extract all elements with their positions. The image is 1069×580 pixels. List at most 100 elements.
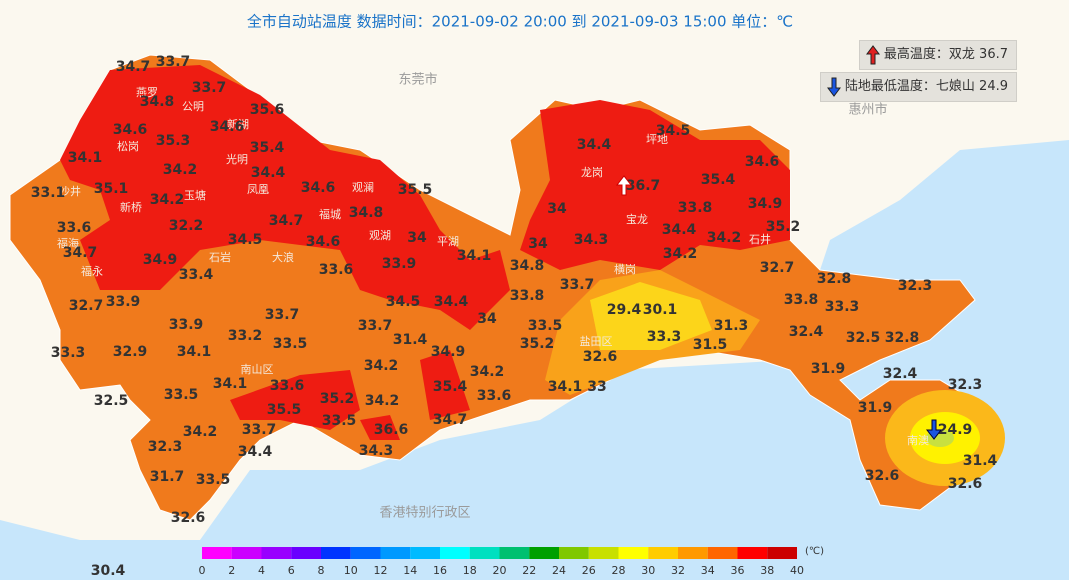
station-value: 34.9 <box>748 196 783 212</box>
station-value: 33.5 <box>164 387 199 403</box>
station-value: 33.6 <box>270 378 305 394</box>
station-value: 34.6 <box>306 234 341 250</box>
colorbar-cell <box>737 547 768 559</box>
place-name: 新湖 <box>227 117 249 131</box>
station-value: 33.3 <box>51 345 86 361</box>
colorbar-cell <box>678 547 708 559</box>
station-value: 33.8 <box>784 292 819 308</box>
station-value: 36.6 <box>374 422 409 438</box>
station-value: 35.4 <box>250 140 285 156</box>
station-value: 34.2 <box>364 358 399 374</box>
station-value: 35.2 <box>766 219 801 235</box>
colorbar-cell <box>499 547 530 559</box>
station-value: 35.4 <box>433 379 468 395</box>
max-marker <box>615 175 633 196</box>
station-value: 32.7 <box>760 260 795 276</box>
colorbar-tick: 2 <box>228 564 235 577</box>
colorbar-cell <box>767 547 797 559</box>
colorbar-cell <box>350 547 381 559</box>
station-value: 33.6 <box>57 220 92 236</box>
place-name: 新桥 <box>120 200 142 214</box>
station-value: 34.7 <box>116 59 151 75</box>
colorbar-cell <box>380 547 411 559</box>
colorbar-tick: 36 <box>731 564 745 577</box>
station-value: 34.7 <box>433 412 468 428</box>
station-value: 32.7 <box>69 298 104 314</box>
place-name: 石井 <box>749 232 771 246</box>
station-value: 33.7 <box>358 318 393 334</box>
station-value: 34 <box>407 230 427 246</box>
station-value: 33.7 <box>560 277 595 293</box>
station-value: 35.1 <box>94 181 129 197</box>
station-value: 34.6 <box>210 119 245 135</box>
colorbar-tick: 26 <box>582 564 596 577</box>
legend-label: 最高温度：双龙 36.7 <box>883 47 1008 62</box>
station-value: 34.2 <box>163 162 198 178</box>
station-value: 33.5 <box>273 336 308 352</box>
station-value: 34.6 <box>113 122 148 138</box>
colorbar-cell <box>559 547 589 559</box>
place-name: 福城 <box>319 207 341 221</box>
colorbar-tick: 18 <box>463 564 477 577</box>
station-value: 34.2 <box>663 246 698 262</box>
place-name: 沙井 <box>59 184 81 198</box>
station-value: 33.7 <box>192 80 227 96</box>
place-name: 石岩 <box>209 250 231 264</box>
legend-icon <box>826 77 841 97</box>
station-value: 33.3 <box>647 329 682 345</box>
station-value: 33.7 <box>242 422 277 438</box>
place-name: 南山区 <box>241 363 274 376</box>
city-name: 惠州市 <box>848 102 887 118</box>
station-value: 33.8 <box>510 288 545 304</box>
place-name: 平湖 <box>437 235 459 248</box>
colorbar: 0 2 4 6 8 10 12 14 16 18 20 22 24 26 28 30 32 34 36 38 40(℃) <box>199 546 825 577</box>
station-value: 33.8 <box>678 200 713 216</box>
station-value: 29.4 <box>607 302 642 318</box>
colorbar-cell <box>469 547 500 559</box>
place-name: 大浪 <box>272 250 294 264</box>
colorbar-tick: 34 <box>701 564 715 577</box>
station-value: 34.1 <box>548 379 583 395</box>
place-name: 松岗 <box>117 139 139 153</box>
station-value: 32.3 <box>898 278 933 294</box>
station-value: 34.3 <box>574 232 609 248</box>
station-value: 33.1 <box>31 185 66 201</box>
place-name: 燕罗 <box>136 86 158 99</box>
station-value: 33.4 <box>179 267 214 283</box>
station-value: 34.2 <box>707 230 742 246</box>
city-name: 东莞市 <box>398 72 437 88</box>
colorbar-cell <box>231 547 262 559</box>
colorbar-tick: 40 <box>790 564 804 577</box>
station-value: 34.5 <box>228 232 263 248</box>
station-value: 32.3 <box>148 439 183 455</box>
station-value: 34.8 <box>510 258 545 274</box>
station-value: 34.1 <box>177 344 212 360</box>
place-name: 玉塘 <box>184 188 206 202</box>
station-value: 30.1 <box>643 302 678 318</box>
station-value: 35.6 <box>250 102 285 118</box>
station-value: 33.9 <box>169 317 204 333</box>
sea <box>0 140 1069 580</box>
colorbar-unit: (℃) <box>805 546 824 557</box>
station-value: 34.3 <box>359 443 394 459</box>
station-value: 33 <box>587 379 606 395</box>
station-value: 32.6 <box>171 510 206 526</box>
station-value: 35.4 <box>701 172 736 188</box>
place-name: 横岗 <box>614 262 636 276</box>
station-value: 34.2 <box>183 424 218 440</box>
colorbar-cell <box>410 547 440 559</box>
station-value: 36.7 <box>626 178 661 194</box>
place-name: 观湖 <box>369 229 391 242</box>
station-value: 35.2 <box>520 336 555 352</box>
place-name: 龙岗 <box>581 166 603 179</box>
station-value: 31.3 <box>714 318 749 334</box>
colorbar-cell <box>648 547 678 559</box>
station-value: 34.7 <box>269 213 304 229</box>
station-value: 32.8 <box>885 330 920 346</box>
station-value: 32.3 <box>948 377 983 393</box>
station-value: 31.7 <box>150 469 185 485</box>
place-name: 光明 <box>226 152 248 166</box>
station-value: 34 <box>477 311 497 327</box>
colorbar-cell <box>440 547 470 559</box>
